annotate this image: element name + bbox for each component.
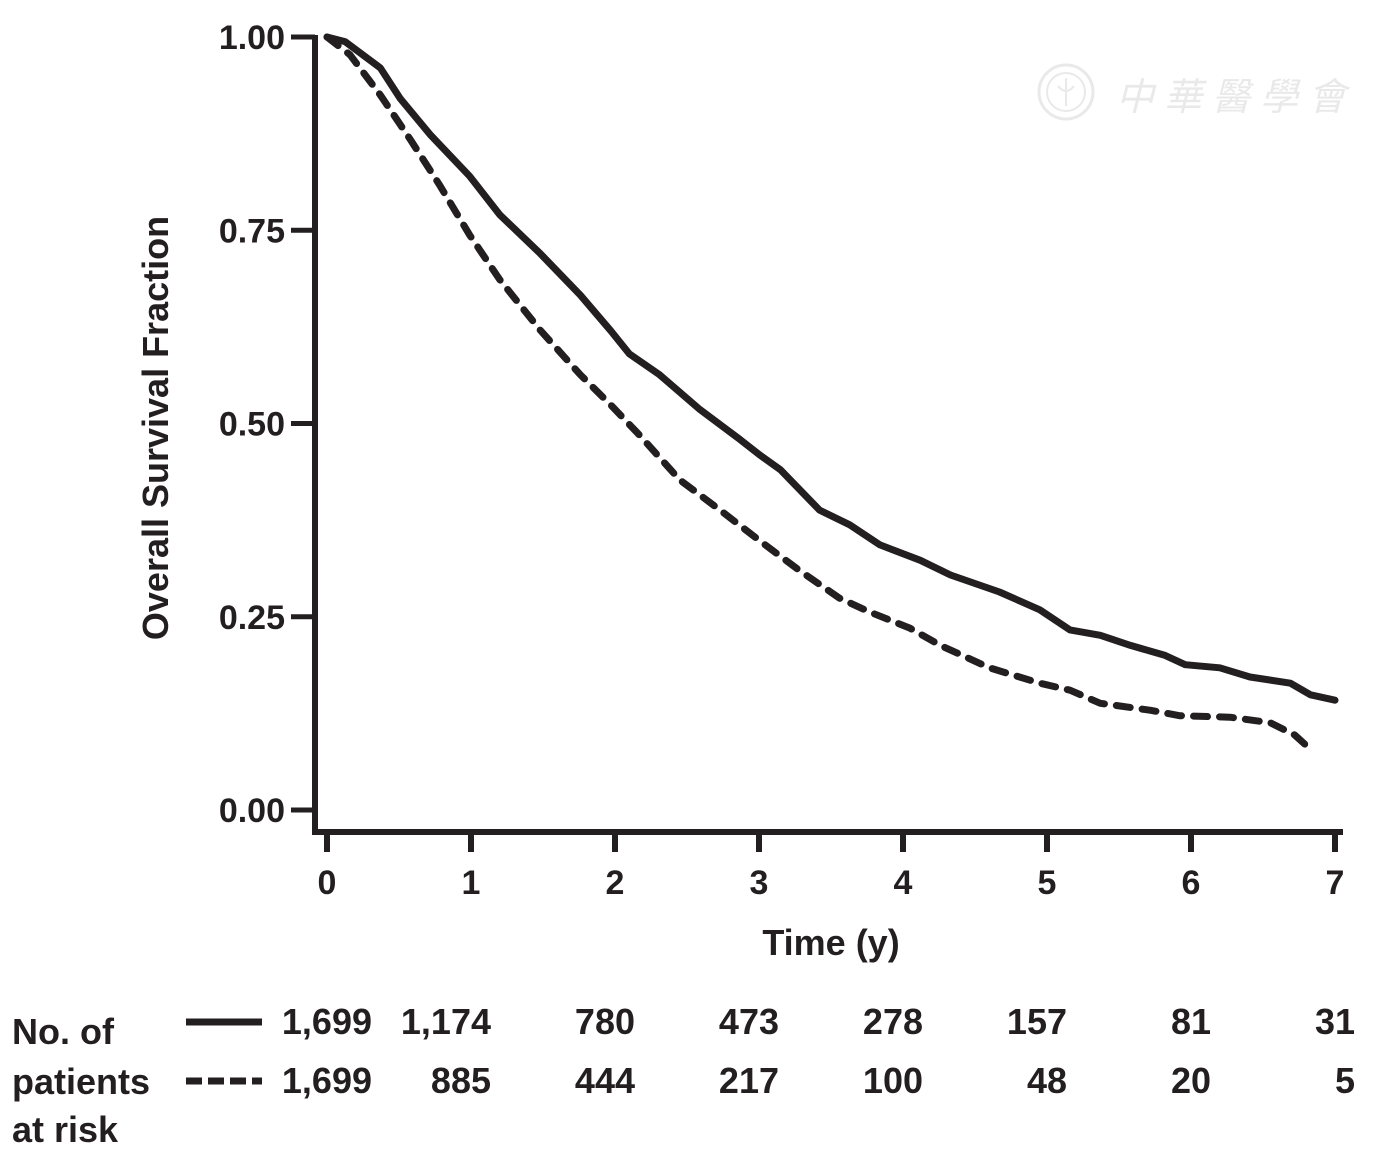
risk-count: 1,174: [401, 1001, 491, 1042]
watermark-text: 中華醫學會: [1116, 75, 1357, 119]
risk-count: 31: [1315, 1001, 1355, 1042]
risk-table: No. of patients at risk 1,699 1,174 780 473…: [12, 1001, 1355, 1150]
risk-count: 780: [575, 1001, 635, 1042]
y-tick-label: 0.00: [219, 792, 285, 830]
risk-count: 1,699: [282, 1001, 372, 1042]
risk-count: 444: [575, 1060, 635, 1101]
watermark: 中華醫學會: [1036, 62, 1346, 124]
x-axis: 0 1 2 3 4 5 6 7: [312, 829, 1345, 902]
x-tick-label: 4: [894, 864, 913, 902]
y-axis: 0.00 0.25 0.50 0.75 1.00: [219, 19, 318, 835]
risk-count: 20: [1171, 1060, 1211, 1101]
risk-count: 217: [719, 1060, 779, 1101]
series-layer: [323, 33, 1339, 756]
risk-count: 473: [719, 1001, 779, 1042]
risk-count: 278: [863, 1001, 923, 1042]
risk-count: 48: [1027, 1060, 1067, 1101]
risk-label-line-3: at risk: [12, 1109, 119, 1150]
y-axis-title: Overall Survival Fraction: [135, 216, 176, 640]
x-tick-label: 2: [606, 864, 625, 902]
risk-count: 157: [1007, 1001, 1067, 1042]
risk-count: 100: [863, 1060, 923, 1101]
x-tick-label: 3: [750, 864, 769, 902]
x-tick-label: 1: [462, 864, 481, 902]
series-line-dashed: [323, 33, 1317, 756]
x-tick-label: 6: [1182, 864, 1201, 902]
x-axis-title: Time (y): [762, 922, 899, 963]
risk-label-line-2: patients: [12, 1061, 150, 1102]
risk-label-line-1: No. of: [12, 1011, 115, 1052]
x-tick-label: 5: [1038, 864, 1057, 902]
x-tick-label: 0: [318, 864, 337, 902]
risk-count: 1,699: [282, 1060, 372, 1101]
x-tick-label: 7: [1326, 864, 1345, 902]
risk-count: 81: [1171, 1001, 1211, 1042]
risk-count: 885: [431, 1060, 491, 1101]
society-seal-icon: [1037, 63, 1095, 121]
risk-count: 5: [1335, 1060, 1355, 1101]
y-tick-label: 0.75: [219, 212, 285, 250]
y-tick-label: 0.25: [219, 599, 285, 637]
risk-rows: 1,699 1,174 780 473 278 157 81 31 1,699 885 444 217…: [186, 1001, 1355, 1101]
y-tick-label: 0.50: [219, 406, 285, 444]
series-line-solid: [323, 33, 1339, 704]
y-tick-label: 1.00: [219, 19, 285, 57]
